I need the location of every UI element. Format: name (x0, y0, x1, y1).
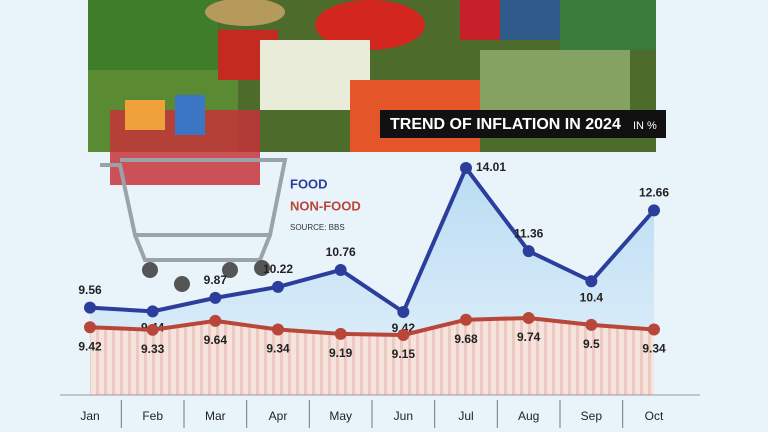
point (522, 245, 535, 258)
x-tick-label: May (329, 409, 352, 423)
point (84, 321, 96, 334)
series-line (89, 166, 656, 314)
value-label: 10.76 (326, 245, 356, 259)
x-tick-label: Jun (394, 409, 413, 423)
value-label: 9.34 (266, 342, 290, 356)
value-label: 9.56 (78, 283, 102, 297)
produce-photo (88, 0, 656, 152)
value-label: 10.4 (580, 290, 604, 304)
value-label: 9.19 (329, 346, 353, 360)
point (522, 312, 535, 324)
point (272, 323, 284, 336)
x-tick-label: Apr (269, 409, 288, 423)
point (585, 318, 598, 331)
point (397, 306, 410, 318)
title-unit: IN % (633, 120, 657, 132)
point (146, 323, 159, 336)
chart-title: TREND OF INFLATION IN 2024 (390, 116, 621, 133)
point (334, 263, 347, 276)
point (460, 162, 472, 174)
legend-label: NON-FOOD (290, 198, 361, 213)
value-label: 9.33 (141, 342, 165, 356)
legend-label: FOOD (290, 176, 328, 191)
value-label: 10.22 (263, 262, 293, 276)
x-tick-label: Feb (142, 409, 163, 423)
point (648, 204, 660, 217)
x-tick-label: Aug (518, 409, 539, 423)
series-line (89, 316, 655, 337)
value-label: 9.64 (204, 333, 228, 347)
point (209, 291, 222, 304)
title-box (380, 110, 666, 138)
value-label: 9.5 (583, 337, 600, 351)
value-label: 9.42 (78, 339, 102, 353)
point (209, 314, 222, 327)
x-tick-label: Sep (581, 409, 603, 423)
point (272, 280, 284, 293)
value-label: 9.87 (204, 273, 228, 287)
area (90, 318, 654, 395)
value-label: 9.74 (517, 330, 541, 344)
plot: 9.569.449.8710.2210.769.4214.0111.3610.4… (60, 160, 700, 428)
value-label: 12.66 (639, 186, 669, 200)
x-tick-label: Jul (458, 409, 473, 423)
value-label: 9.15 (392, 347, 416, 361)
value-label: 14.01 (476, 160, 506, 174)
x-tick-label: Jan (80, 409, 99, 423)
point (460, 313, 472, 326)
point (397, 329, 410, 341)
point (334, 327, 347, 340)
point (146, 305, 159, 318)
x-tick-label: Oct (645, 409, 664, 423)
point (585, 275, 598, 288)
point (84, 301, 96, 314)
source-note: SOURCE: BBS (290, 223, 345, 232)
value-label: 9.68 (454, 332, 478, 346)
point (648, 323, 660, 336)
shopping-cart (100, 95, 288, 292)
value-label: 9.34 (642, 342, 666, 356)
x-tick-label: Mar (205, 409, 226, 423)
value-label: 11.36 (514, 226, 544, 240)
